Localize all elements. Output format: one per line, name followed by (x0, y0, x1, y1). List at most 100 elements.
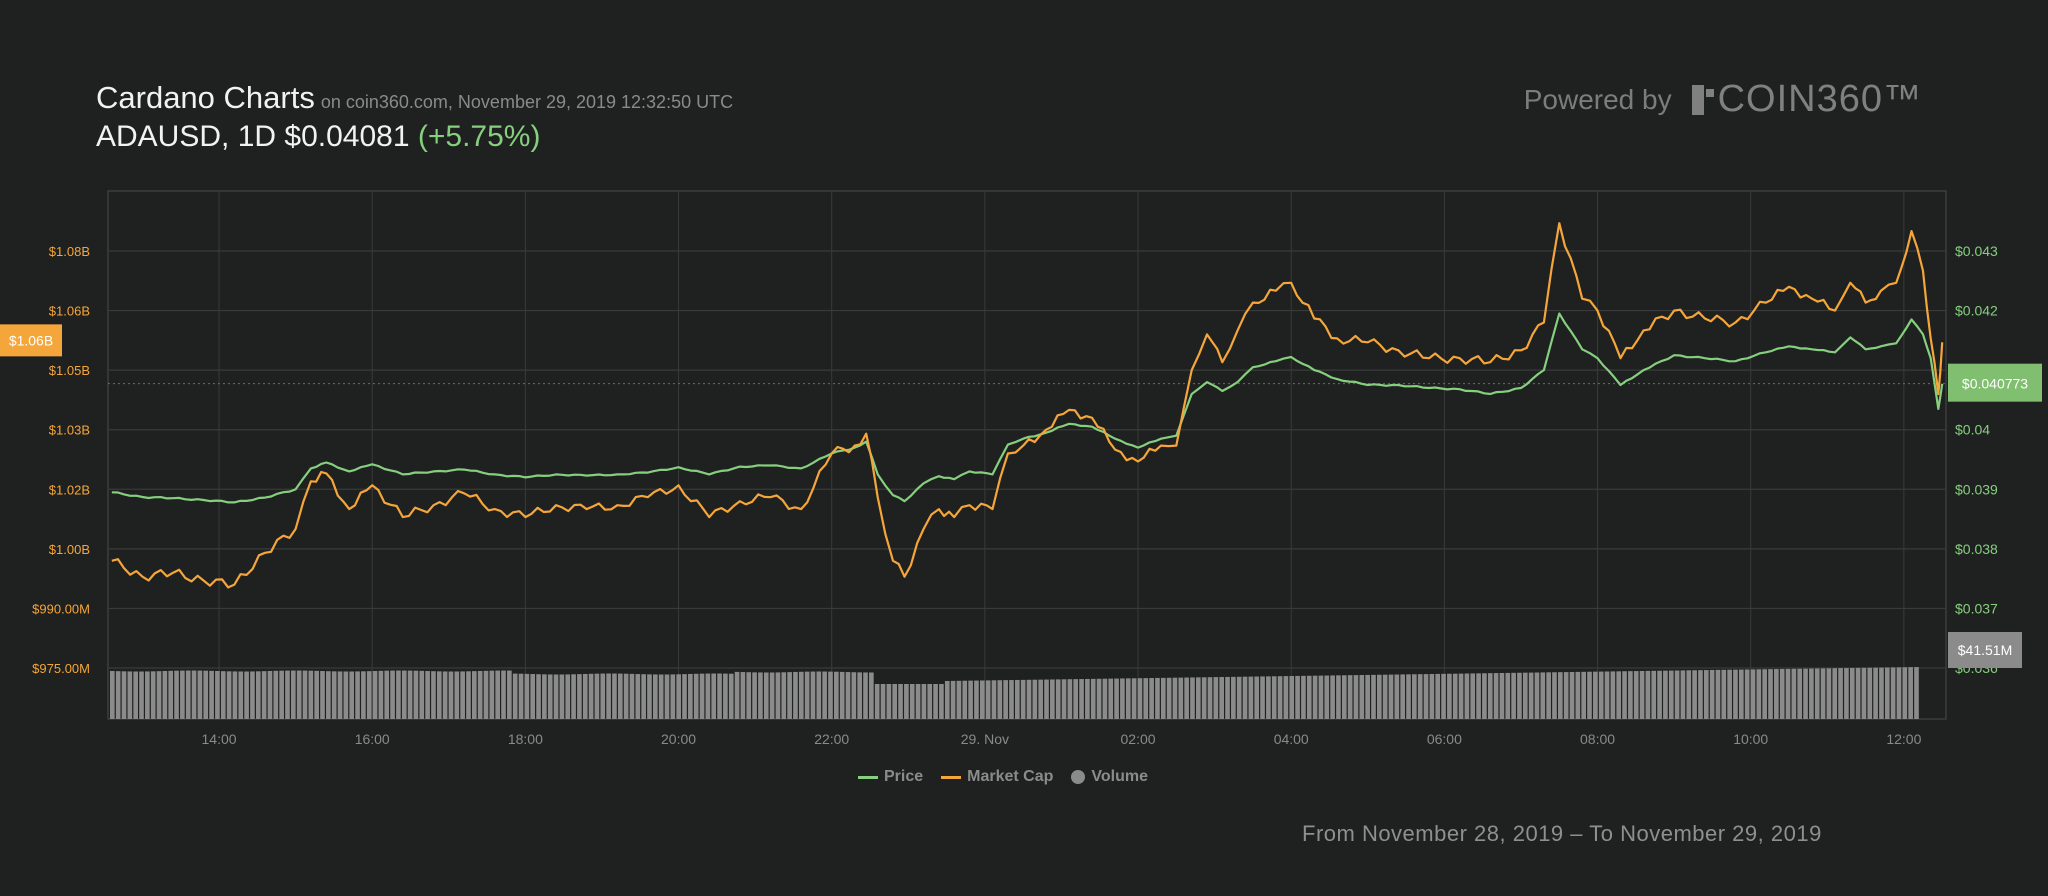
volume-bar (542, 674, 547, 719)
market-cap-line (111, 222, 1944, 589)
powered-label: Powered by (1523, 83, 1672, 115)
volume-bar (232, 671, 238, 719)
y-left-tick-label: $990.00M (32, 601, 90, 616)
y-left-tick-label: $975.00M (32, 661, 90, 676)
volume-bar (1347, 675, 1353, 719)
coin360-logo[interactable]: COIN360™ (1691, 78, 1922, 121)
price-chart[interactable]: $975.00M $990.00M $1.00B $1.02B $1.03B $1.05B… (0, 0, 2048, 780)
volume-bar (1633, 671, 1639, 719)
volume-bar (1797, 668, 1803, 719)
volume-bar (1774, 669, 1779, 719)
volume-bar (1266, 676, 1271, 719)
volume-bar (1867, 667, 1873, 719)
volume-bar (396, 670, 401, 719)
volume-bar (1522, 672, 1528, 719)
y-right-tick-label: $0.038 (1955, 541, 1998, 557)
legend-price-line-icon (858, 775, 878, 779)
legend-item-market-cap[interactable]: Market Cap (941, 768, 1053, 786)
volume-bar (1785, 668, 1791, 719)
volume-bar (419, 670, 425, 719)
volume-bar (1715, 669, 1721, 719)
volume-bar (1476, 673, 1481, 719)
volume-bar (1248, 676, 1254, 719)
y-left-tick-label: $1.06B (49, 304, 90, 319)
market-cap-current-label: $1.06B (9, 332, 53, 348)
volume-bar (1137, 678, 1143, 719)
volume-bar (763, 672, 769, 719)
volume-bar (956, 680, 962, 719)
volume-bar (1756, 669, 1762, 719)
volume-bar (1271, 676, 1277, 719)
volume-bar (1026, 679, 1032, 719)
volume-bar (828, 671, 833, 719)
volume-bar (296, 670, 302, 719)
legend-item-price[interactable]: Price (858, 768, 923, 786)
volume-bar (495, 670, 500, 719)
x-tick-label: 02:00 (1121, 731, 1156, 747)
volume-bar (810, 671, 816, 719)
volume-bar (588, 673, 594, 719)
pair-label: ADAUSD, 1D (96, 120, 277, 153)
volume-bar (1330, 675, 1335, 719)
volume-bar (337, 671, 343, 719)
volume-bar (769, 672, 775, 719)
price-line: ADAUSD, 1D $0.04081 (+5.75%) (96, 120, 733, 154)
volume-bar (1575, 671, 1581, 719)
volume-bar (728, 673, 734, 719)
volume-bar (1178, 677, 1184, 719)
price-current-label: $0.040773 (1962, 376, 2028, 392)
volume-bar (1464, 673, 1470, 719)
legend-item-volume[interactable]: Volume (1071, 768, 1148, 786)
volume-bar (524, 673, 530, 719)
volume-bar (1663, 670, 1668, 719)
volume-bar (1645, 670, 1651, 719)
volume-bar (1108, 678, 1114, 719)
logo-text: COIN360™ (1717, 78, 1922, 120)
volume-bar (1511, 672, 1516, 719)
volume-bar (658, 674, 664, 719)
volume-bar (664, 674, 670, 719)
volume-bar (1003, 680, 1008, 719)
volume-bar (886, 684, 892, 719)
x-tick-label: 12:00 (1886, 731, 1921, 747)
volume-bar (1744, 669, 1750, 719)
y-left-tick-label: $1.03B (49, 423, 90, 438)
volume-bar (1838, 668, 1843, 719)
legend-market-cap-label: Market Cap (967, 768, 1054, 785)
volume-bar (442, 671, 448, 719)
volume-bar (1487, 673, 1493, 719)
volume-bar (909, 684, 915, 719)
volume-bar (314, 670, 319, 719)
volume-bar (641, 674, 646, 719)
volume-bar (1353, 675, 1359, 719)
volume-bar (349, 671, 355, 719)
volume-bar (1703, 670, 1709, 719)
axes: $975.00M $990.00M $1.00B $1.02B $1.03B $1.05B… (0, 243, 2042, 747)
volume-bar (577, 674, 582, 719)
volume-bar (279, 670, 284, 719)
volume-bar (688, 673, 693, 719)
volume-bar (1067, 679, 1073, 719)
x-tick-label: 10:00 (1733, 731, 1768, 747)
coin360-logo-icon (1691, 84, 1714, 115)
volume-bar (378, 670, 384, 719)
volume-bar (1517, 672, 1522, 719)
volume-bar (401, 670, 407, 719)
volume-bar (343, 671, 349, 719)
volume-bar (758, 672, 763, 719)
volume-bar (1236, 676, 1242, 719)
volume-bar (1377, 674, 1382, 719)
volume-bar (209, 670, 214, 719)
volume-bar (139, 671, 144, 719)
volume-bar (1207, 677, 1213, 719)
chart-title: Cardano Charts (96, 80, 315, 115)
volume-bar (798, 671, 804, 719)
volume-bar (582, 673, 588, 719)
plot-frame (107, 190, 1947, 720)
volume-bar (1306, 675, 1312, 719)
volume-bar (320, 671, 325, 719)
volume-bar (483, 670, 489, 719)
volume-bar (617, 673, 623, 719)
volume-bar (250, 671, 255, 719)
volume-bar (168, 670, 174, 719)
